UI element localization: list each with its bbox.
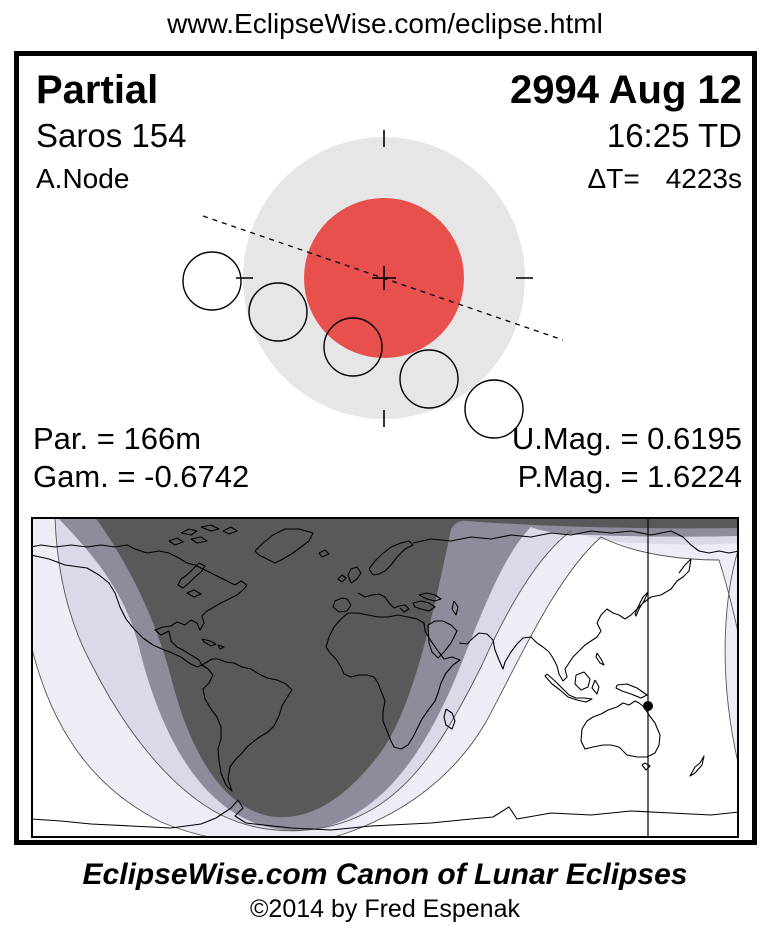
band-boundary-lines (30, 516, 740, 845)
moon-position-circle (399, 349, 459, 409)
moon-contact-positions (182, 251, 524, 439)
delta-t-label: ΔT= (587, 163, 640, 194)
delta-t-value: 4223s (665, 163, 742, 194)
partial-duration-stat: Par. = 166m (33, 421, 202, 456)
band-right-edge-crescent (725, 547, 739, 767)
visibility-map-svg (30, 516, 740, 845)
footer-title: EclipseWise.com Canon of Lunar Eclipses (82, 858, 688, 891)
delta-t: ΔT= 4223s (510, 158, 742, 200)
map-border (31, 517, 739, 838)
eclipse-card: Partial Saros 154 A.Node 2994 Aug 12 16:… (14, 51, 757, 845)
sublunar-point-dot (643, 701, 653, 711)
ecliptic-dashed-line (202, 215, 564, 341)
gamma-stat: Gam. = -0.6742 (33, 459, 250, 494)
band-total-visibility (95, 517, 739, 818)
umbral-magnitude-stat: U.Mag. = 0.6195 (511, 421, 742, 456)
coastlines (30, 524, 740, 831)
header-right: 2994 Aug 12 16:25 TD ΔT= 4223s (510, 66, 742, 200)
moon-position-circle (248, 282, 308, 342)
axis-tick-marks (236, 130, 533, 427)
penumbral-magnitude-stat: P.Mag. = 1.6224 (517, 459, 742, 494)
moon-position-circle (323, 317, 383, 377)
eclipse-date: 2994 Aug 12 (510, 68, 742, 112)
eclipse-time: 16:25 TD (606, 117, 742, 154)
node-label: A.Node (36, 163, 130, 194)
header-left: Partial Saros 154 A.Node (36, 66, 186, 200)
eclipse-geometry-diagram (182, 130, 564, 439)
eclipse-type-label: Partial (36, 68, 159, 112)
page-title: www.EclipseWise.com/eclipse.html (167, 8, 603, 39)
visibility-map (30, 516, 740, 845)
moon-position-circle (464, 379, 524, 439)
moon-position-circle (182, 251, 242, 311)
copyright-line: ©2014 by Fred Espenak (250, 895, 520, 923)
saros-label: Saros 154 (36, 117, 187, 154)
